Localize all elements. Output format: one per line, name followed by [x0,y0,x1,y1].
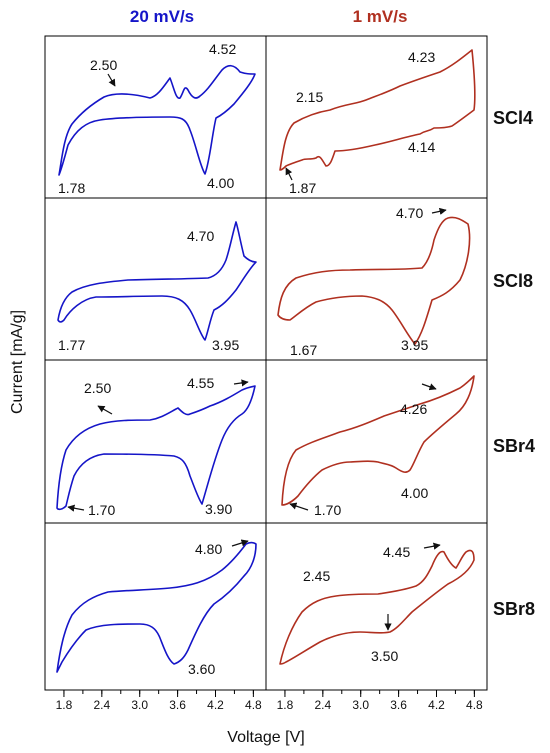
ann-scl4-1-b: 2.15 [296,89,323,105]
panel-frame-sbr4-20 [44,359,267,524]
arrow-sbr4-20-b [233,379,249,387]
x-tick-label: 2.4 [314,698,331,712]
panel-frame-sbr4-1 [265,359,488,524]
row-label-sbr8: SBr8 [493,599,535,619]
ann-sbr8-20-a: 4.80 [195,541,222,557]
ann-scl4-1-c: 4.14 [408,139,435,155]
panel-frame-sbr8-1 [265,522,488,691]
panel-frame-sbr8-20 [44,522,267,691]
row-label-scl8: SCl8 [493,271,533,291]
ann-sbr4-20-d: 3.90 [205,501,232,517]
ann-sbr4-1-a: 4.26 [400,401,427,417]
panel-frames [44,35,488,691]
row-label-scl4: SCl4 [493,108,533,128]
x-tick-label: 1.8 [56,698,73,712]
ann-scl4-20-c: 1.78 [58,180,85,196]
arrow-sbr4-1-b [289,502,309,511]
ann-scl8-20-b: 1.77 [58,337,85,353]
ann-sbr8-1-b: 4.45 [383,544,410,560]
x-tick-label: 3.0 [131,698,148,712]
ann-scl8-20-a: 4.70 [187,228,214,244]
cv-curve-scl4-20mvs [58,64,256,176]
arrow-scl4-1-d [285,167,293,181]
arrow-sbr4-20-a [97,405,113,415]
x-tick-label: 4.2 [428,698,445,712]
row-label-sbr4: SBr4 [493,436,535,456]
ann-scl8-1-a: 4.70 [396,205,423,221]
cv-curves [56,49,476,673]
ann-scl4-20-a: 2.50 [90,57,117,73]
ann-scl8-1-b: 1.67 [290,342,317,358]
ann-scl4-20-b: 4.52 [209,41,236,57]
cv-curve-sbr8-20mvs [56,541,257,673]
ann-scl4-1-a: 4.23 [408,49,435,65]
ann-sbr8-1-a: 2.45 [303,568,330,584]
column-title-1mvs: 1 mV/s [353,7,408,26]
ann-scl4-1-d: 1.87 [289,180,316,196]
ann-sbr8-1-c: 3.50 [371,648,398,664]
ann-sbr4-20-c: 1.70 [88,502,115,518]
cv-curve-scl8-1mvs [277,216,471,345]
x-tick-label: 4.8 [466,698,483,712]
ann-scl4-20-d: 4.00 [207,175,234,191]
cv-curve-sbr4-1mvs [281,375,475,506]
cv-curve-sbr8-1mvs [279,549,475,665]
cv-curve-scl8-20mvs [57,221,257,341]
x-axes: 1.8 2.4 3.0 3.6 4.2 4.8 1.8 2.4 3.0 3.6 4.2 4.8 [56,690,483,712]
x-tick-label: 4.8 [245,698,262,712]
x-tick-label: 2.4 [93,698,110,712]
ann-sbr8-20-b: 3.60 [188,661,215,677]
x-tick-label: 3.6 [169,698,186,712]
column-title-20mvs: 20 mV/s [130,7,194,26]
arrow-sbr4-20-c [67,504,85,512]
annotations: 2.50 4.52 1.78 4.00 4.23 2.15 4.14 1.87 … [58,41,447,677]
ann-scl8-1-c: 3.95 [401,337,428,353]
x-tick-label: 3.6 [390,698,407,712]
x-tick-label: 4.2 [207,698,224,712]
arrow-sbr4-1-a [421,383,437,391]
cv-curve-scl4-1mvs [279,49,476,171]
x-axis-label: Voltage [V] [227,729,304,746]
ann-scl8-20-c: 3.95 [212,337,239,353]
ann-sbr4-20-a: 2.50 [84,380,111,396]
arrow-scl8-1-a [431,207,447,215]
x-tick-label: 1.8 [277,698,294,712]
panel-frame-scl8-1 [265,197,488,361]
ann-sbr4-1-b: 1.70 [314,502,341,518]
ann-sbr4-20-b: 4.55 [187,375,214,391]
cv-curve-sbr4-20mvs [56,385,256,511]
panel-frame-scl4-1 [265,35,488,199]
arrow-sbr8-1-b [423,542,441,550]
y-axis-label: Current [mA/g] [9,310,26,414]
arrow-sbr8-20-a [231,539,249,547]
x-tick-label: 3.0 [352,698,369,712]
ann-sbr4-1-c: 4.00 [401,485,428,501]
arrow-scl4-20-a [107,73,116,87]
